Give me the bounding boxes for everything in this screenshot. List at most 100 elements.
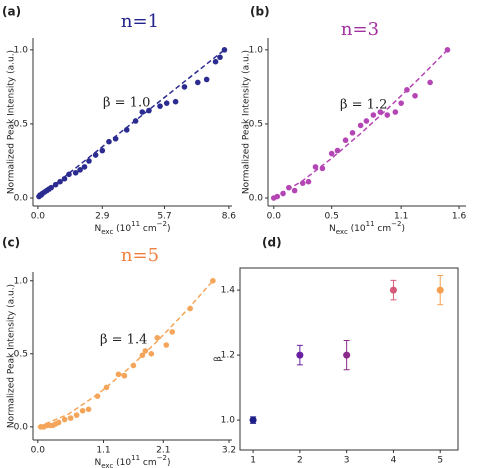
x-label-part: (10 [113, 458, 131, 468]
data-point [163, 100, 170, 106]
data-point [154, 334, 161, 341]
data-point [181, 84, 188, 90]
x-label-part: ) [401, 224, 405, 234]
y-tick-label: 1.2 [221, 351, 235, 361]
data-point [349, 130, 356, 136]
x-label-part: exc [101, 462, 113, 468]
x-label-part: ) [167, 224, 171, 234]
data-point [392, 109, 399, 115]
data-point [343, 351, 351, 359]
data-point [342, 137, 349, 144]
data-point [55, 419, 62, 426]
data-point [217, 54, 223, 61]
y-axis-label: Normalized Peak Intensity (a.u.) [7, 284, 17, 428]
data-point [305, 178, 312, 185]
data-point [86, 158, 92, 164]
y-tick-label: 0.0 [249, 194, 264, 204]
x-tick-label: 2.9 [95, 212, 110, 222]
data-point [142, 348, 149, 354]
data-point [274, 193, 281, 200]
data-point [412, 92, 418, 99]
x-tick-label: 1.1 [394, 212, 408, 222]
x-label-part: (10 [113, 224, 131, 234]
data-point [212, 58, 219, 65]
x-label-part: exc [101, 228, 113, 236]
x-label-part: N [95, 224, 102, 234]
data-point [61, 175, 68, 182]
data-point [404, 87, 410, 93]
x-tick-label: 0.0 [31, 446, 46, 456]
y-tick-label: 0.5 [14, 119, 28, 129]
data-point [291, 187, 298, 194]
x-label-part: ) [167, 458, 171, 468]
annotation: β = 1.0 [103, 96, 150, 111]
data-point [280, 190, 286, 197]
x-tick-label: 0.5 [325, 212, 339, 222]
x-tick-label: 1.6 [452, 212, 467, 222]
y-axis-label: Normalized Peak Intensity (a.u.) [7, 50, 17, 194]
data-point [187, 305, 193, 312]
x-tick-label: 5 [437, 456, 443, 466]
annotation: β = 1.4 [100, 333, 147, 348]
panel-title: n=1 [121, 11, 159, 32]
y-axis-label: Normalized Peak Intensity (a.u.) [242, 50, 252, 194]
data-point [79, 407, 86, 414]
x-tick-label: 2 [297, 456, 303, 466]
x-axis-label: Nexc (1011 cm−2) [95, 454, 171, 468]
x-label-part: 11 [366, 220, 375, 228]
panel-title: n=5 [121, 245, 159, 266]
data-point [157, 103, 163, 109]
data-point [146, 107, 152, 114]
x-tick-label: 8.6 [222, 212, 237, 222]
y-tick-label: 1.0 [221, 416, 236, 426]
fit-line [37, 49, 225, 199]
x-label-part: 11 [131, 454, 140, 462]
data-point [357, 122, 364, 129]
data-point [106, 138, 112, 145]
data-point [132, 118, 139, 124]
y-tick-label: 0.0 [14, 194, 29, 204]
data-point [85, 406, 92, 413]
axes-frame [239, 267, 459, 451]
data-point [384, 112, 391, 118]
x-label-part: N [329, 224, 336, 234]
panel-label: (c) [2, 236, 20, 250]
x-tick-label: 0.0 [31, 212, 46, 222]
data-point [123, 127, 130, 133]
data-point [363, 118, 370, 124]
data-point [112, 135, 119, 142]
x-tick-label: 3.2 [222, 446, 236, 456]
data-point [249, 416, 257, 424]
x-tick-label: 5.7 [157, 212, 171, 222]
data-point [172, 98, 179, 105]
x-tick-label: 4 [391, 456, 397, 466]
data-point [194, 79, 201, 86]
data-point [77, 167, 83, 173]
data-point [210, 277, 216, 284]
data-point [203, 76, 210, 83]
data-point [377, 109, 384, 115]
data-point [427, 79, 433, 86]
x-axis-label: Nexc (1011 cm−2) [95, 220, 171, 236]
fit-line [37, 280, 214, 428]
data-point [121, 372, 128, 379]
x-label-part: −2 [157, 220, 167, 228]
data-point [398, 100, 404, 106]
data-point [370, 112, 377, 118]
data-point [115, 371, 122, 378]
data-point [81, 164, 88, 170]
data-point [66, 171, 72, 178]
panel-label: (a) [2, 5, 21, 19]
x-tick-label: 1.1 [96, 446, 110, 456]
data-point [319, 165, 326, 172]
data-point [444, 47, 451, 53]
data-point [148, 351, 155, 357]
x-label-part: cm [375, 224, 392, 234]
x-label-part: (10 [348, 224, 366, 234]
x-label-part: N [95, 458, 102, 468]
y-tick-label: 1.4 [221, 286, 236, 296]
annotation: β = 1.2 [340, 98, 387, 113]
data-point [334, 147, 341, 154]
x-tick-label: 0.0 [267, 212, 282, 222]
data-point [52, 181, 59, 188]
